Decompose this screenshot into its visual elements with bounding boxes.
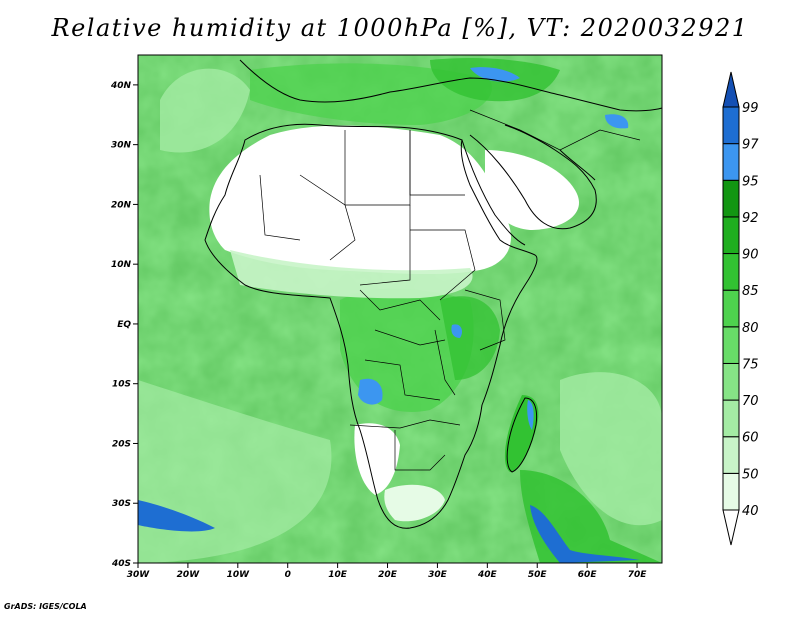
longitude-ticks: 30W 20W 10W 0 10E 20E 30E 40E 50E 60E 70E	[127, 563, 647, 580]
country-borders	[259, 109, 641, 471]
arabian-coastline	[469, 124, 597, 230]
colorbar-low-triangle	[722, 509, 740, 546]
field-kalahari-dry	[354, 423, 400, 495]
border-sahara-2	[299, 174, 356, 261]
colorbar-label: 50	[742, 467, 759, 482]
lon-tick-label: 10E	[328, 570, 348, 580]
colorbar-bin	[722, 253, 740, 291]
colorbar-label: 99	[742, 101, 759, 116]
colorbar-label: 85	[742, 284, 759, 299]
field-madagascar-saturated	[527, 400, 534, 430]
grads-credit: GrADS: IGES/COLA	[4, 602, 87, 611]
lon-tick-label: 20E	[378, 570, 398, 580]
field-sahara-dry	[209, 125, 511, 275]
colorbar-bin	[722, 216, 740, 255]
map-title: Relative humidity at 1000hPa [%], VT: 20…	[51, 14, 749, 42]
colorbar-bin	[722, 326, 740, 364]
humidity-field	[138, 55, 662, 563]
colorbar-label: 97	[742, 138, 759, 153]
lat-tick-label: 40S	[111, 559, 131, 569]
lat-tick-label: 30S	[112, 499, 131, 509]
colorbar-bin	[722, 436, 740, 474]
lat-tick-label: 30N	[111, 141, 132, 151]
lon-tick-label: 0	[285, 570, 291, 580]
field-sahel-light	[230, 250, 473, 299]
border-southern-1	[349, 419, 461, 429]
field-east-africa-moist	[440, 296, 500, 380]
field-southwest-atlantic-saturated	[138, 500, 215, 532]
lon-tick-label: 30W	[127, 570, 151, 580]
border-central-2	[374, 329, 446, 346]
field-mediterranean	[250, 63, 492, 125]
field-black-sea-saturated	[470, 67, 520, 82]
plot-frame	[137, 54, 663, 564]
latitude-ticks: 40N 30N 20N 10N EQ 10S 20S 30S 40S	[110, 81, 138, 569]
field-indian-ocean-saturated	[530, 505, 640, 563]
lon-tick-label: 30E	[428, 570, 448, 580]
colorbar-bin	[722, 289, 740, 328]
border-southern-2	[394, 430, 446, 471]
coastlines	[204, 59, 663, 529]
madagascar-coastline	[506, 397, 538, 473]
colorbar-high-triangle	[722, 71, 740, 108]
lon-tick-label: 10W	[227, 570, 251, 580]
colorbar-label: 40	[742, 504, 759, 519]
colorbar-bin	[722, 106, 740, 145]
field-south-africa-dry	[384, 484, 445, 522]
field-angola-saturated	[358, 378, 383, 405]
field-arabia-dry	[485, 150, 579, 230]
colorbar-label: 60	[742, 431, 759, 446]
lat-tick-label: 10S	[112, 380, 131, 390]
colorbar-label: 80	[742, 321, 759, 336]
colorbar-bin	[722, 362, 740, 401]
lon-tick-label: 20W	[177, 570, 201, 580]
lat-tick-label: EQ	[117, 320, 131, 330]
colorbar-label: 90	[742, 248, 759, 263]
border-great-lakes	[434, 329, 456, 396]
lat-tick-label: 40N	[110, 81, 132, 91]
colorbar-label: 95	[742, 174, 759, 189]
field-east-atlantic-band	[160, 68, 250, 153]
persian-gulf	[559, 149, 596, 181]
colorbar-label: 75	[742, 357, 759, 372]
lon-tick-label: 40E	[477, 570, 498, 580]
border-egypt	[409, 130, 465, 196]
red-sea	[461, 139, 526, 246]
colorbar: 40 50 60 70 75 80 85 90 92 95 97 99	[722, 71, 759, 546]
colorbar-label: 92	[742, 211, 759, 226]
colorbar-bin	[722, 143, 740, 181]
lon-tick-label: 60E	[578, 570, 598, 580]
colorbar-bin	[722, 472, 740, 511]
colorbar-label: 70	[742, 394, 759, 409]
border-east-africa	[464, 289, 506, 351]
border-central-1	[359, 289, 441, 321]
lat-tick-label: 10N	[111, 260, 132, 270]
field-lake-victoria-saturated	[451, 324, 463, 338]
border-sahara-1	[259, 174, 301, 241]
lat-tick-label: 20S	[112, 439, 131, 449]
field-caspian-saturated	[605, 114, 629, 129]
border-mideast	[469, 109, 641, 151]
border-central-3	[364, 359, 441, 401]
field-indian-ocean-moist	[560, 372, 662, 526]
lat-tick-label: 20N	[111, 200, 132, 210]
lon-tick-label: 50E	[528, 570, 548, 580]
africa-coastline	[204, 123, 538, 529]
europe-coastline	[239, 59, 663, 112]
colorbar-bin	[722, 179, 740, 218]
lon-tick-label: 70E	[628, 570, 648, 580]
border-sudan	[410, 229, 476, 301]
colorbar-bin	[722, 399, 740, 438]
